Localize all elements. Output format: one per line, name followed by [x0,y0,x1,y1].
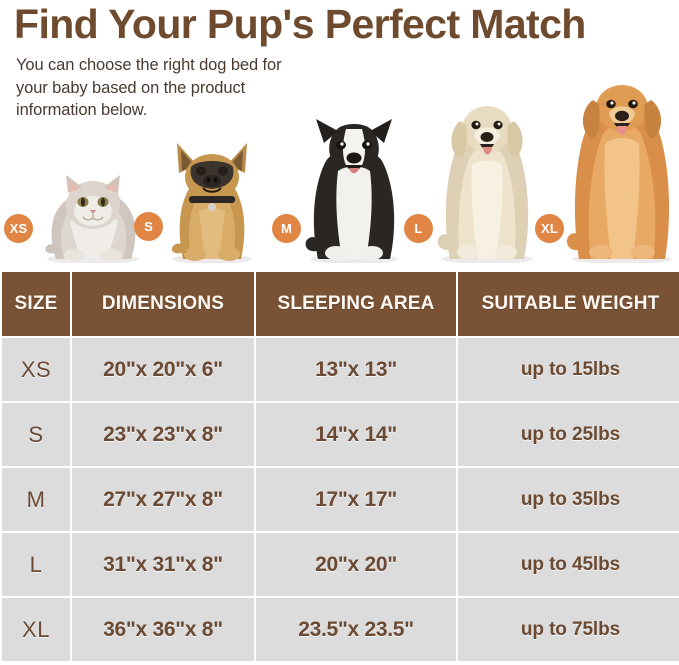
golden-retriever-illustration [566,85,672,263]
badge-l: L [404,214,433,243]
cell-dimensions: 31"x 31"x 8" [72,533,254,596]
cat-illustration [45,175,139,263]
cell-size: XS [2,338,70,401]
table-row: XS 20"x 20"x 6" 13"x 13" up to 15lbs [2,338,679,401]
cell-sleeping-area: 17"x 17" [256,468,456,531]
column-header-dimensions: DIMENSIONS [72,272,254,336]
cell-dimensions: 20"x 20"x 6" [72,338,254,401]
cell-dimensions: 23"x 23"x 8" [72,403,254,466]
animal-s: S [134,137,261,263]
cell-sleeping-area: 23.5"x 23.5" [256,598,456,661]
badge-xl: XL [535,214,564,243]
badge-xs: XS [4,214,33,243]
table-row: M 27"x 27"x 8" 17"x 17" up to 35lbs [2,468,679,531]
badge-l-label: L [414,221,423,236]
cell-sleeping-area: 13"x 13" [256,338,456,401]
cell-dimensions: 27"x 27"x 8" [72,468,254,531]
badge-m: M [272,214,301,243]
cell-dimensions: 36"x 36"x 8" [72,598,254,661]
animal-xl: XL [535,78,679,263]
border-collie-illustration [305,119,398,263]
badge-xl-label: XL [540,221,558,236]
table-header-row: SIZE DIMENSIONS SLEEPING AREA SUITABLE W… [2,272,679,336]
cell-sleeping-area: 20"x 20" [256,533,456,596]
table-row: S 23"x 23"x 8" 14"x 14" up to 25lbs [2,403,679,466]
badge-s: S [134,212,163,241]
table-row: L 31"x 31"x 8" 20"x 20" up to 45lbs [2,533,679,596]
badge-s-label: S [144,219,153,234]
cell-size: M [2,468,70,531]
cell-size: L [2,533,70,596]
page-title: Find Your Pup's Perfect Match [14,1,586,47]
badge-xs-label: XS [9,221,28,236]
table-row: XL 36"x 36"x 8" 23.5"x 23.5" up to 75lbs [2,598,679,661]
cell-weight: up to 75lbs [458,598,679,661]
page-subtitle: You can choose the right dog bed for you… [16,56,282,119]
cell-weight: up to 15lbs [458,338,679,401]
french-bulldog-illustration [171,143,252,263]
cell-size: XL [2,598,70,661]
column-header-size: SIZE [2,272,70,336]
cell-weight: up to 35lbs [458,468,679,531]
column-header-suitable-weight: SUITABLE WEIGHT [458,272,679,336]
animal-m: M [272,111,406,263]
cell-size: S [2,403,70,466]
animal-size-strip: XS S [0,78,679,263]
cell-weight: up to 45lbs [458,533,679,596]
column-header-sleeping-area: SLEEPING AREA [256,272,456,336]
animal-l: L [404,95,540,263]
cream-retriever-illustration [437,106,533,263]
size-chart-table: SIZE DIMENSIONS SLEEPING AREA SUITABLE W… [0,270,679,663]
cell-weight: up to 25lbs [458,403,679,466]
animal-xs: XS [4,163,152,263]
badge-m-label: M [280,221,293,236]
cell-sleeping-area: 14"x 14" [256,403,456,466]
